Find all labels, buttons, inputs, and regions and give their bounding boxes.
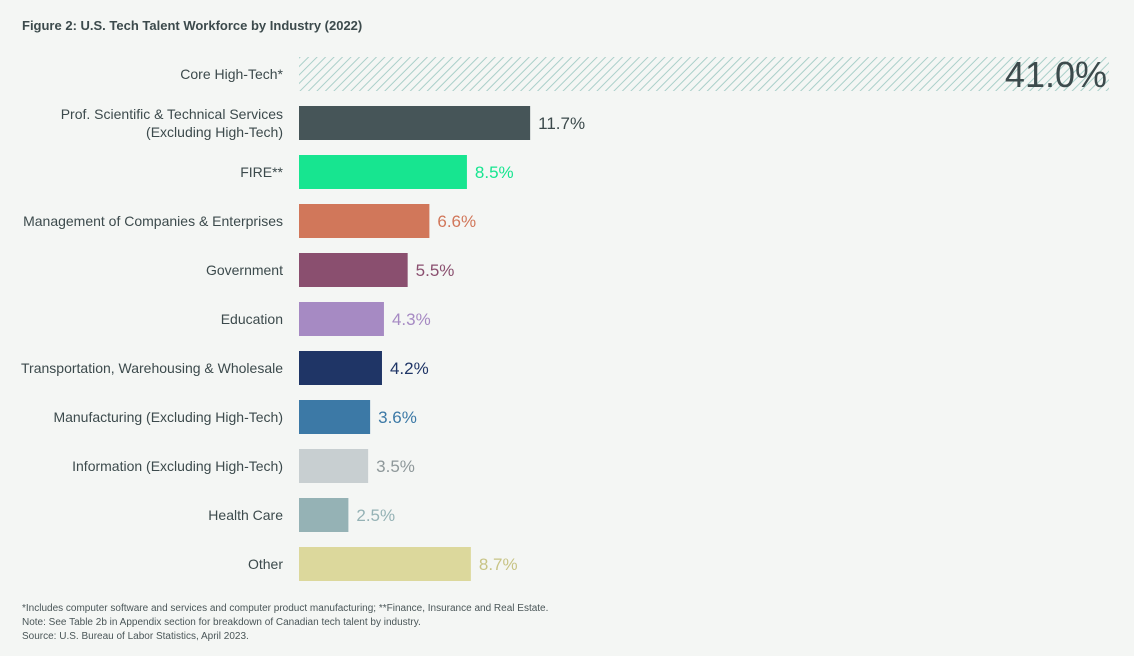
bar (299, 498, 349, 532)
footnote-source: Source: U.S. Bureau of Labor Statistics,… (22, 631, 249, 642)
footnote-note: Note: See Table 2b in Appendix section f… (22, 617, 421, 628)
category-label: Government (206, 262, 283, 278)
bar (299, 155, 467, 189)
category-label: Education (221, 311, 283, 327)
bar (299, 351, 382, 385)
category-label: Health Care (208, 507, 283, 523)
bar (299, 253, 408, 287)
bar (299, 400, 371, 434)
category-label: Information (Excluding High-Tech) (72, 458, 283, 474)
category-label: FIRE** (240, 164, 283, 180)
chart-title: Figure 2: U.S. Tech Talent Workforce by … (22, 18, 363, 33)
footnote-definitions: *Includes computer software and services… (22, 603, 549, 614)
category-label: Other (248, 556, 283, 572)
bar (299, 106, 531, 140)
value-label: 2.5% (356, 506, 395, 525)
category-label: Manufacturing (Excluding High-Tech) (53, 409, 283, 425)
footnotes: *Includes computer software and services… (22, 602, 548, 644)
value-label: 3.5% (376, 457, 415, 476)
bar (299, 449, 369, 483)
category-label: Transportation, Warehousing & Wholesale (21, 360, 283, 376)
value-label: 3.6% (378, 408, 417, 427)
value-label: 8.5% (475, 163, 514, 182)
value-label: 4.2% (390, 359, 429, 378)
value-label: 4.3% (392, 310, 431, 329)
bar (299, 302, 384, 336)
bar (299, 204, 430, 238)
bar-chart: Core High-Tech* 41.0% Prof. Scientific & T… (21, 54, 1109, 581)
category-label: Core High-Tech* (180, 66, 283, 82)
value-label: 6.6% (437, 212, 476, 231)
value-label: 41.0% (1005, 54, 1107, 95)
bar (299, 57, 1109, 91)
bar (299, 547, 471, 581)
value-label: 8.7% (479, 555, 518, 574)
category-label: Management of Companies & Enterprises (23, 213, 283, 229)
category-label: Prof. Scientific & Technical Services (Ex… (61, 106, 283, 140)
value-label: 5.5% (416, 261, 455, 280)
value-label: 11.7% (538, 114, 585, 133)
